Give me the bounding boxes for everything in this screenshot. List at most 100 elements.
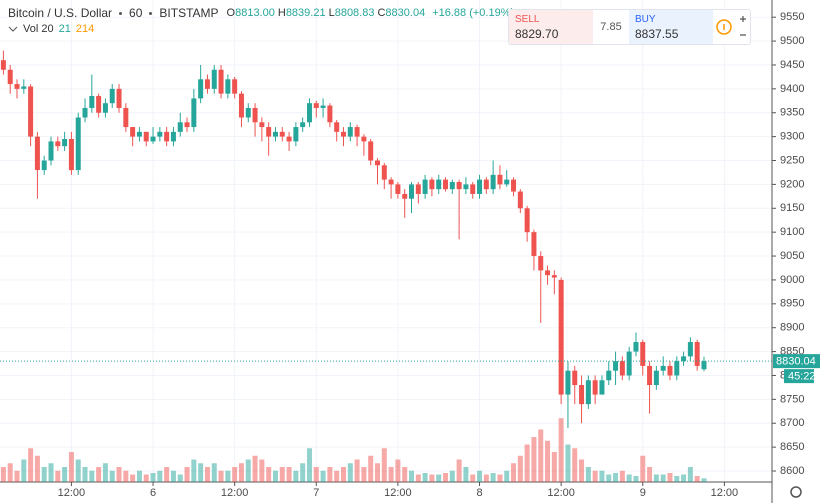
candle-body <box>116 88 122 108</box>
ohlc-label: O <box>226 7 236 19</box>
axis-background <box>772 0 820 503</box>
candle-body <box>388 179 394 185</box>
volume-bar <box>0 467 6 482</box>
volume-bar <box>75 459 81 482</box>
panel-icons[interactable] <box>713 10 749 44</box>
candle-body <box>470 184 476 194</box>
candle-body <box>327 105 333 123</box>
last-price-tag <box>773 354 820 369</box>
y-tick-label: 8600 <box>780 465 804 477</box>
candle-body <box>164 131 170 142</box>
candle-body <box>694 342 700 366</box>
candle-body <box>0 60 6 70</box>
candle-body <box>477 179 483 194</box>
candle-body <box>157 131 163 137</box>
y-tick-label: 8650 <box>780 441 804 453</box>
volume-bar <box>660 474 666 482</box>
volume-bar <box>374 463 380 482</box>
candle-body <box>497 174 503 185</box>
candle-body <box>361 136 367 142</box>
sell-button[interactable]: SELL 8829.70 <box>509 10 593 44</box>
ohlc-label: C <box>377 7 386 19</box>
candle-body <box>55 141 61 147</box>
candle-body <box>517 191 523 209</box>
volume-bar <box>640 455 646 482</box>
x-tick-label: 7 <box>313 487 319 499</box>
volume-bar <box>204 467 210 482</box>
volume-name: Vol 20 <box>23 23 54 35</box>
candle-body <box>211 69 217 89</box>
volume-bar <box>422 473 428 482</box>
candle-body <box>402 193 408 199</box>
volume-bar <box>109 470 115 482</box>
volume-bar <box>531 437 537 482</box>
x-tick-label: 12:00 <box>711 487 739 499</box>
candle-body <box>48 141 54 161</box>
candle-body <box>674 361 680 376</box>
volume-bar <box>306 448 312 482</box>
volume-bar <box>184 467 190 482</box>
volume-bar <box>429 474 435 482</box>
volume-bar <box>667 473 673 482</box>
volume-bar <box>579 459 585 482</box>
candle-body <box>170 131 176 142</box>
volume-bar <box>381 448 387 482</box>
buy-button[interactable]: BUY 8837.55 <box>629 10 713 44</box>
candle-body <box>354 127 360 137</box>
candle-body <box>334 122 340 132</box>
y-tick-label: 9050 <box>780 250 804 262</box>
candle-body <box>687 342 693 357</box>
ohlc-label: L <box>328 7 335 19</box>
candle-body <box>374 160 380 166</box>
candle-body <box>619 361 625 376</box>
collapse-icon[interactable] <box>8 25 18 33</box>
volume-bar <box>313 467 319 482</box>
volume-bar <box>599 470 605 482</box>
volume-bar <box>613 473 619 482</box>
sell-label: SELL <box>515 14 540 25</box>
volume-bar <box>436 474 442 482</box>
candle-body <box>368 141 374 161</box>
volume-bar <box>96 467 102 482</box>
y-tick-label: 9250 <box>780 154 804 166</box>
candle-body <box>701 361 707 370</box>
volume-bar <box>483 474 489 482</box>
candle-body <box>75 117 81 171</box>
candle-body <box>456 182 462 190</box>
change: +16.88 (+0.19%) <box>432 7 515 19</box>
volume-bar <box>89 470 95 482</box>
candle-body <box>490 174 496 190</box>
y-tick-label: 8950 <box>780 298 804 310</box>
volume-bar <box>402 467 408 482</box>
volume-bar <box>511 463 517 482</box>
volume-bar <box>354 459 360 482</box>
candle-body <box>293 127 299 142</box>
candle-body <box>238 93 244 118</box>
y-tick-label: 9150 <box>780 202 804 214</box>
candle-body <box>551 275 557 278</box>
volume-bar <box>626 474 632 482</box>
candle-body <box>89 96 95 108</box>
candle-body <box>130 127 136 137</box>
candle-body <box>572 370 578 386</box>
x-tick-label: 8 <box>476 487 482 499</box>
volume-bar <box>225 470 231 482</box>
y-tick-label: 9200 <box>780 178 804 190</box>
volume-value: 21 <box>58 23 71 35</box>
volume-bar <box>681 474 687 482</box>
candle-body <box>14 84 20 89</box>
candle-body <box>225 79 231 94</box>
settings-icon[interactable] <box>790 486 802 498</box>
candle-body <box>606 370 612 381</box>
candle-body <box>96 96 102 113</box>
volume-bar <box>504 470 510 482</box>
volume-bar <box>272 470 278 482</box>
candle-body <box>347 127 353 137</box>
candle-body <box>429 179 435 190</box>
volume-bar <box>7 463 13 482</box>
candle-body <box>320 105 326 108</box>
volume-bar <box>388 467 394 482</box>
ohlc-label: H <box>277 7 286 19</box>
x-tick-label: 12:00 <box>58 487 86 499</box>
volume-bar <box>538 429 544 482</box>
